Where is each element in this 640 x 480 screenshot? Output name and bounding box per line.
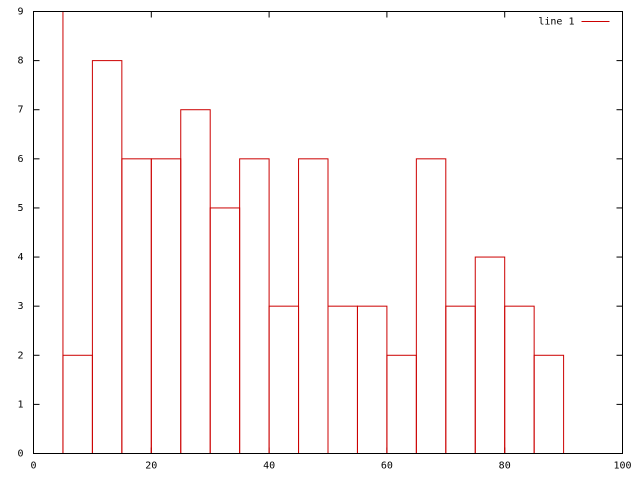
plot-border [33, 11, 623, 454]
x-tick-label: 40 [263, 461, 275, 472]
bar [445, 305, 476, 454]
y-tick-label: 3 [17, 301, 23, 312]
bar [91, 60, 123, 454]
bar [327, 305, 358, 454]
bar [209, 207, 241, 454]
x-tick-label: 20 [145, 461, 157, 472]
bar [62, 354, 93, 454]
y-tick-label: 5 [17, 203, 23, 214]
bar [268, 305, 300, 454]
bar [298, 158, 329, 454]
y-tick-label: 2 [17, 350, 23, 361]
bar [356, 305, 388, 454]
bar [415, 158, 447, 454]
y-tick-label: 4 [17, 252, 23, 263]
bar [180, 109, 211, 454]
bar [121, 158, 152, 454]
y-tick-label: 9 [17, 7, 23, 18]
bar [150, 158, 182, 454]
y-tick-label: 1 [17, 399, 23, 410]
bar [386, 354, 417, 454]
legend-label: line 1 [538, 17, 574, 28]
bar [33, 11, 64, 454]
y-tick-label: 8 [17, 56, 23, 67]
bar [474, 256, 506, 454]
bar [504, 305, 535, 454]
bar [533, 354, 565, 454]
y-tick-label: 6 [17, 154, 23, 165]
x-tick-label: 80 [499, 461, 511, 472]
y-tick-label: 0 [17, 449, 23, 460]
bar [239, 158, 270, 454]
x-tick-label: 0 [30, 461, 36, 472]
y-tick-label: 7 [17, 105, 23, 116]
x-tick-label: 60 [381, 461, 393, 472]
x-tick-label: 100 [613, 461, 631, 472]
